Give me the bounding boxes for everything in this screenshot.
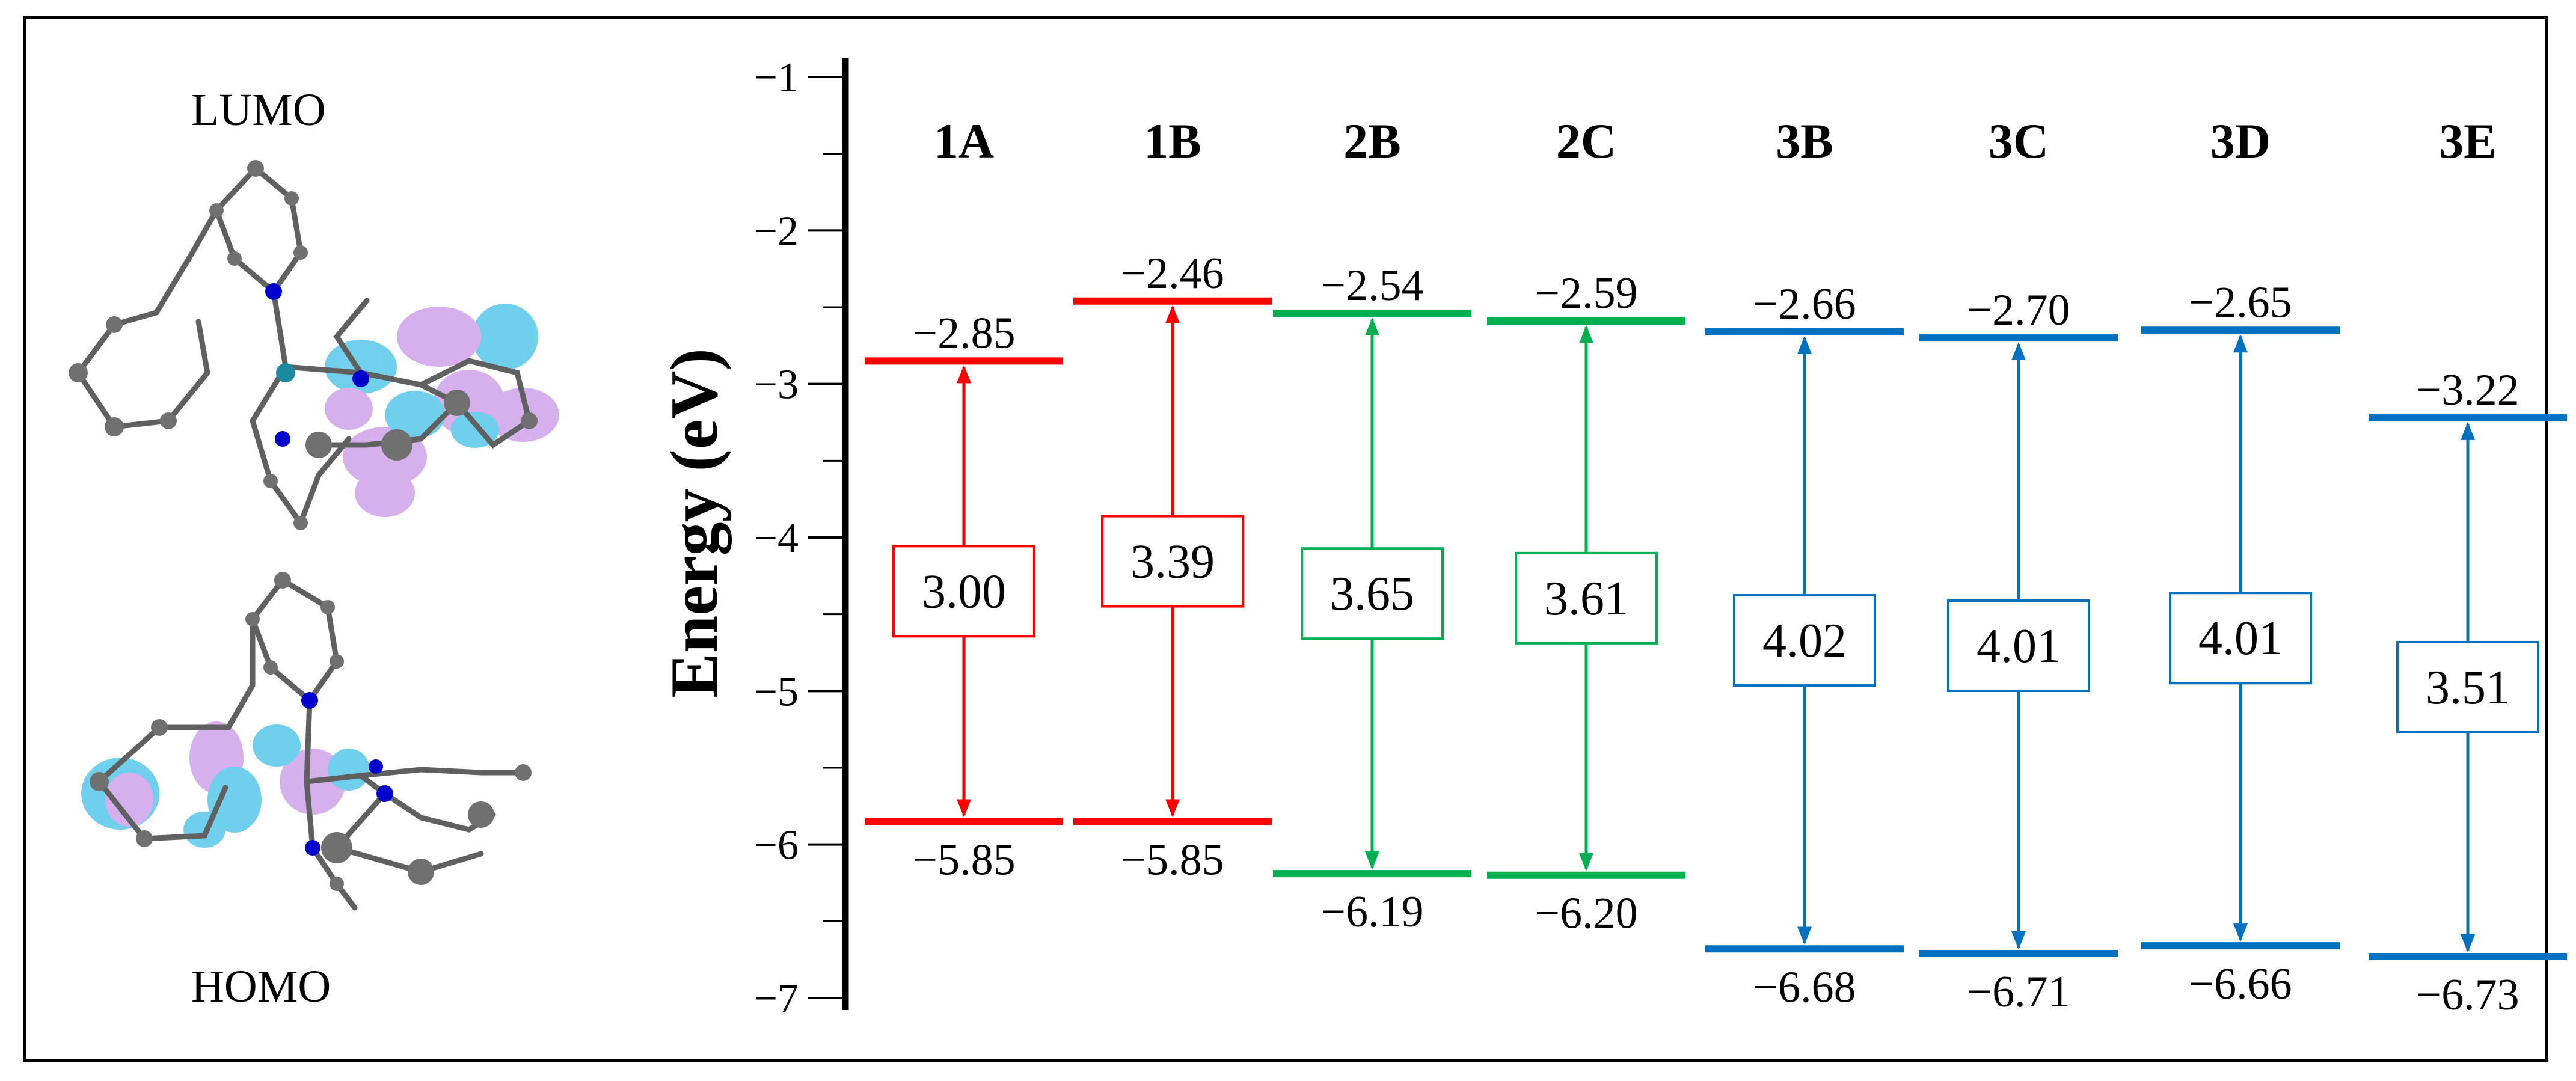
gap-value-3e: 3.51 bbox=[2426, 661, 2510, 714]
y-tick-label: −7 bbox=[754, 976, 799, 1022]
lumo-value-2b: −2.54 bbox=[1320, 261, 1423, 310]
homo-value-3b: −6.68 bbox=[1753, 963, 1856, 1012]
gap-box-3c bbox=[1947, 599, 2090, 693]
category-label-2b: 2B bbox=[1343, 114, 1401, 168]
category-label-2c: 2C bbox=[1556, 114, 1616, 168]
category-label-3c: 3C bbox=[1989, 114, 2049, 168]
homo-value-1a: −5.85 bbox=[912, 835, 1015, 884]
gap-box-1a bbox=[892, 545, 1035, 638]
lumo-value-1a: −2.85 bbox=[912, 308, 1015, 358]
category-label-1a: 1A bbox=[934, 114, 994, 168]
gap-value-2b: 3.65 bbox=[1330, 568, 1414, 620]
gap-box-2c bbox=[1515, 551, 1658, 645]
gap-value-3d: 4.01 bbox=[2198, 612, 2283, 665]
gap-box-2b bbox=[1301, 547, 1444, 640]
gap-value-2c: 3.61 bbox=[1544, 572, 1628, 625]
lumo-value-1b: −2.46 bbox=[1121, 249, 1224, 298]
homo-value-3c: −6.71 bbox=[1967, 967, 2070, 1017]
lumo-orbital-molecule-image bbox=[69, 160, 559, 530]
gap-value-3c: 4.01 bbox=[1976, 620, 2061, 673]
homo-value-2b: −6.19 bbox=[1320, 887, 1423, 937]
lumo-value-3b: −2.66 bbox=[1753, 280, 1856, 329]
y-tick-label: −2 bbox=[754, 208, 799, 254]
category-label-1b: 1B bbox=[1144, 114, 1201, 168]
gap-box-3d bbox=[2169, 592, 2312, 685]
lumo-value-3d: −2.65 bbox=[2189, 278, 2292, 327]
homo-value-2c: −6.20 bbox=[1535, 889, 1637, 939]
homo-label: HOMO bbox=[191, 961, 331, 1012]
homo-value-3e: −6.73 bbox=[2416, 970, 2519, 1020]
category-label-3b: 3B bbox=[1776, 114, 1833, 168]
figure-frame bbox=[23, 16, 2548, 1062]
gap-value-1a: 3.00 bbox=[922, 565, 1006, 618]
category-label-3d: 3D bbox=[2210, 114, 2271, 168]
gap-value-1b: 3.39 bbox=[1130, 536, 1215, 589]
homo-orbital-molecule-image bbox=[81, 572, 532, 911]
lumo-value-3c: −2.70 bbox=[1967, 286, 2070, 335]
y-tick-label: −5 bbox=[754, 669, 799, 715]
gap-value-3b: 4.02 bbox=[1762, 614, 1847, 667]
y-tick-label: −4 bbox=[754, 515, 799, 562]
homo-value-1b: −5.85 bbox=[1121, 835, 1224, 884]
gap-box-3b bbox=[1733, 594, 1876, 687]
y-axis-label: Energy (eV) bbox=[657, 348, 732, 698]
category-label-3e: 3E bbox=[2439, 114, 2497, 168]
lumo-label: LUMO bbox=[191, 85, 326, 135]
y-tick-label: −6 bbox=[754, 822, 799, 869]
homo-value-3d: −6.66 bbox=[2189, 960, 2292, 1009]
gap-box-1b bbox=[1101, 515, 1244, 608]
lumo-value-2c: −2.59 bbox=[1535, 269, 1637, 318]
lumo-value-3e: −3.22 bbox=[2416, 366, 2519, 415]
y-tick-label: −1 bbox=[754, 55, 799, 101]
gap-box-3e bbox=[2396, 640, 2539, 733]
y-tick-label: −3 bbox=[754, 362, 799, 408]
